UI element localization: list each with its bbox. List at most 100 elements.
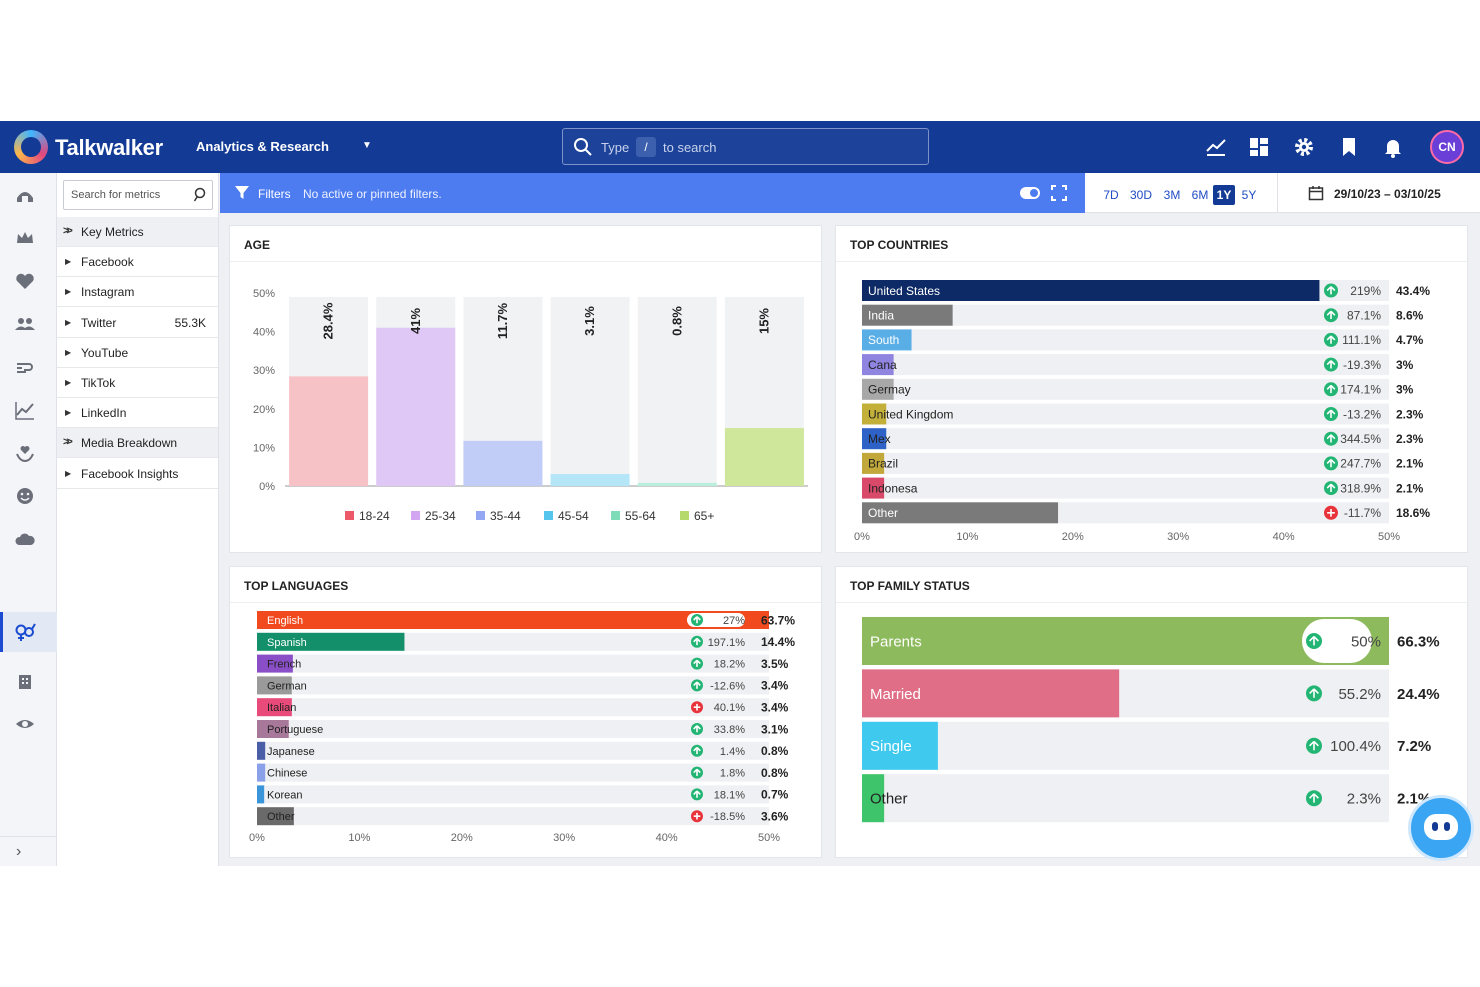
bar-45-54[interactable] bbox=[550, 474, 630, 486]
eye-icon[interactable] bbox=[14, 713, 36, 735]
period-option[interactable]: 6M bbox=[1191, 188, 1209, 202]
legend-swatch bbox=[476, 511, 485, 520]
home-stadium-icon[interactable] bbox=[14, 184, 36, 206]
date-range-picker[interactable]: 29/10/23 – 03/10/25 bbox=[1277, 173, 1480, 213]
period-option[interactable]: 3M bbox=[1163, 188, 1181, 202]
people-icon[interactable] bbox=[14, 313, 36, 335]
bar-Spanish[interactable] bbox=[257, 632, 405, 651]
bar-65+[interactable] bbox=[724, 428, 804, 486]
bar-Brazil[interactable] bbox=[862, 452, 885, 474]
crown-icon[interactable] bbox=[14, 227, 36, 249]
filters-status: No active or pinned filters. bbox=[303, 187, 442, 201]
period-selector: 7D 30D 3M 6M 1Y 5Y bbox=[1085, 173, 1277, 213]
bar-Single[interactable] bbox=[862, 721, 938, 770]
bar-Other[interactable] bbox=[862, 502, 1059, 524]
product-selector[interactable]: Analytics & Research bbox=[196, 139, 329, 154]
cloud-icon[interactable] bbox=[14, 528, 36, 550]
arrow-up-icon bbox=[1324, 382, 1338, 397]
metric-item[interactable]: ▶ TikTok bbox=[57, 368, 218, 398]
bar-United States[interactable] bbox=[862, 280, 1320, 301]
category-label: India bbox=[868, 309, 894, 323]
y-tick-label: 50% bbox=[253, 288, 275, 300]
chatbot-assistant-button[interactable] bbox=[1408, 795, 1474, 861]
metric-item[interactable]: ▶ LinkedIn bbox=[57, 398, 218, 429]
metric-item[interactable]: ▶ Twitter 55.3K bbox=[57, 308, 218, 338]
brand-name[interactable]: Talkwalker bbox=[55, 135, 163, 160]
metric-item[interactable]: ▶ Facebook Insights bbox=[57, 459, 218, 489]
bar-Parents[interactable] bbox=[862, 617, 1389, 665]
bar-Indonesa[interactable] bbox=[862, 477, 885, 499]
bar-United Kingdom[interactable] bbox=[862, 403, 887, 425]
bar-Other[interactable] bbox=[257, 807, 294, 826]
bar-track bbox=[862, 452, 1389, 474]
period-option[interactable]: 7D bbox=[1103, 188, 1119, 202]
metric-item-label: Media Breakdown bbox=[81, 436, 178, 451]
bar-Married[interactable] bbox=[862, 669, 1120, 718]
global-search[interactable]: Type / to search bbox=[562, 128, 929, 165]
bar-Portuguese[interactable] bbox=[257, 720, 289, 738]
period-option[interactable]: 5Y bbox=[1241, 188, 1257, 202]
gender-icon[interactable] bbox=[14, 621, 36, 643]
bar-Italian[interactable] bbox=[257, 698, 292, 717]
bar-Other[interactable] bbox=[862, 774, 885, 823]
talkwalker-logo[interactable] bbox=[14, 130, 48, 164]
bar-background bbox=[637, 296, 717, 486]
share-value: 2.1% bbox=[1396, 481, 1424, 495]
bar-55-64[interactable] bbox=[637, 482, 717, 486]
bar-track bbox=[862, 354, 1389, 376]
metric-search-input[interactable] bbox=[64, 181, 188, 209]
bar-Chinese[interactable] bbox=[257, 763, 266, 782]
filters-label[interactable]: Filters bbox=[258, 187, 291, 201]
arrow-stroke bbox=[1327, 508, 1335, 517]
metric-item[interactable]: ▶ Facebook bbox=[57, 247, 218, 278]
emoji-icon[interactable] bbox=[14, 485, 36, 507]
line-chart-icon[interactable] bbox=[14, 399, 36, 421]
bar-track bbox=[257, 741, 769, 760]
chevron-down-icon[interactable]: ▼ bbox=[362, 140, 372, 151]
metric-item-label: Instagram bbox=[81, 285, 135, 300]
bar-18-24[interactable] bbox=[289, 376, 369, 486]
arrow-stroke bbox=[1309, 793, 1319, 803]
bar-25-34[interactable] bbox=[376, 327, 456, 486]
filters-toggle[interactable] bbox=[1020, 187, 1040, 199]
bookmark-icon[interactable] bbox=[1337, 135, 1361, 159]
bell-icon[interactable] bbox=[1381, 135, 1405, 159]
bar-Germay[interactable] bbox=[862, 378, 894, 400]
share-value: 3% bbox=[1396, 358, 1414, 372]
bar-Korean[interactable] bbox=[257, 785, 265, 804]
expand-rail-chevron-icon[interactable]: › bbox=[16, 843, 22, 860]
bar-French[interactable] bbox=[257, 654, 293, 673]
caret-right-icon: ▶ bbox=[65, 347, 72, 357]
metric-item[interactable]: ▶ Instagram bbox=[57, 277, 218, 308]
building-icon[interactable] bbox=[14, 670, 36, 692]
dashboard-grid-icon[interactable] bbox=[1247, 135, 1271, 159]
trend-chart-icon[interactable] bbox=[1204, 135, 1228, 159]
fullscreen-icon[interactable] bbox=[1051, 185, 1067, 201]
bar-Japanese[interactable] bbox=[257, 741, 266, 760]
period-option[interactable]: 1Y bbox=[1213, 185, 1235, 205]
category-label: Brazil bbox=[868, 457, 898, 471]
search-icon[interactable] bbox=[193, 187, 209, 203]
metric-item[interactable]: >> Media Breakdown bbox=[57, 428, 218, 459]
share-value: 0.7% bbox=[761, 788, 789, 802]
caret-right-icon: ▶ bbox=[65, 468, 72, 478]
bar-Cana[interactable] bbox=[862, 354, 894, 376]
hand-heart-icon[interactable] bbox=[14, 442, 36, 464]
filter-funnel-icon[interactable] bbox=[235, 186, 249, 200]
arrow-stroke bbox=[1309, 636, 1319, 646]
period-option[interactable]: 30D bbox=[1129, 188, 1152, 202]
bar-German[interactable] bbox=[257, 676, 292, 695]
signal-icon[interactable] bbox=[14, 356, 36, 378]
bar-South[interactable] bbox=[862, 329, 912, 351]
gear-icon[interactable] bbox=[1292, 135, 1316, 159]
bar-India[interactable] bbox=[862, 304, 953, 326]
bar-35-44[interactable] bbox=[463, 440, 543, 486]
arrow-stroke bbox=[1326, 310, 1336, 320]
bar-Mex[interactable] bbox=[862, 428, 887, 450]
metric-item[interactable]: >> Key Metrics bbox=[57, 217, 218, 247]
metric-item[interactable]: ▶ YouTube bbox=[57, 338, 218, 368]
arrow-stroke bbox=[1326, 458, 1336, 468]
heart-icon[interactable] bbox=[14, 270, 36, 292]
user-avatar[interactable]: CN bbox=[1430, 130, 1464, 164]
bar-English[interactable] bbox=[257, 611, 769, 629]
